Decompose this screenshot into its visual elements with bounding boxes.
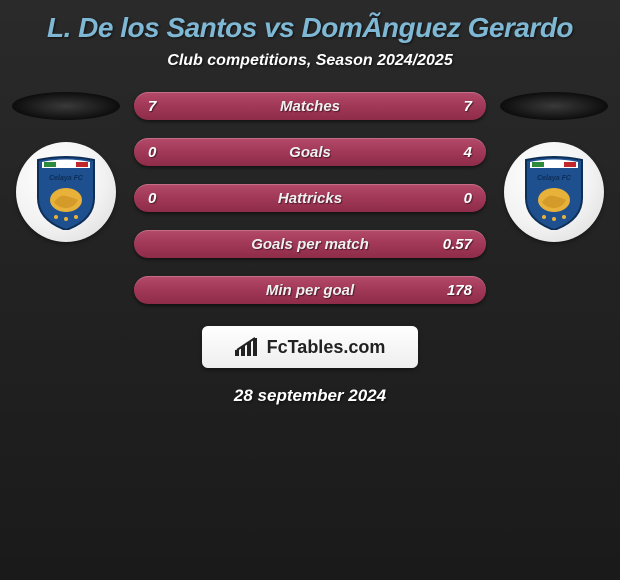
- club-shield-right: Celaya FC: [522, 154, 586, 230]
- stat-row: Min per goal 178: [134, 276, 486, 304]
- stat-row: 7 Matches 7: [134, 92, 486, 120]
- comparison-card: L. De los Santos vs DomÃ­nguez Gerardo C…: [0, 0, 620, 406]
- stat-stack: 7 Matches 7 0 Goals 4 0 Hattricks 0 Goal…: [126, 92, 494, 304]
- club-shield-left: Celaya FC: [34, 154, 98, 230]
- right-side: Celaya FC: [494, 92, 614, 242]
- club-badge-left: Celaya FC: [16, 142, 116, 242]
- svg-text:Celaya FC: Celaya FC: [49, 175, 84, 182]
- stat-label: Goals per match: [134, 236, 486, 253]
- club-badge-right: Celaya FC: [504, 142, 604, 242]
- page-title: L. De los Santos vs DomÃ­nguez Gerardo: [0, 8, 620, 52]
- stat-row: 0 Hattricks 0: [134, 184, 486, 212]
- date-line: 28 september 2024: [0, 386, 620, 406]
- stat-label: Goals: [134, 144, 486, 161]
- stat-label: Min per goal: [134, 282, 486, 299]
- stat-row: Goals per match 0.57: [134, 230, 486, 258]
- player-silhouette-shadow-right: [500, 92, 608, 120]
- stat-row: 0 Goals 4: [134, 138, 486, 166]
- stat-label: Hattricks: [134, 190, 486, 207]
- brand-text: FcTables.com: [267, 337, 386, 358]
- brand-box: FcTables.com: [202, 326, 418, 368]
- body-row: Celaya FC 7 Matches 7 0 Goals: [0, 92, 620, 304]
- stat-label: Matches: [134, 98, 486, 115]
- svg-text:Celaya FC: Celaya FC: [537, 175, 572, 182]
- bar-chart-icon: [235, 336, 261, 358]
- player-silhouette-shadow-left: [12, 92, 120, 120]
- subtitle: Club competitions, Season 2024/2025: [0, 52, 620, 70]
- left-side: Celaya FC: [6, 92, 126, 242]
